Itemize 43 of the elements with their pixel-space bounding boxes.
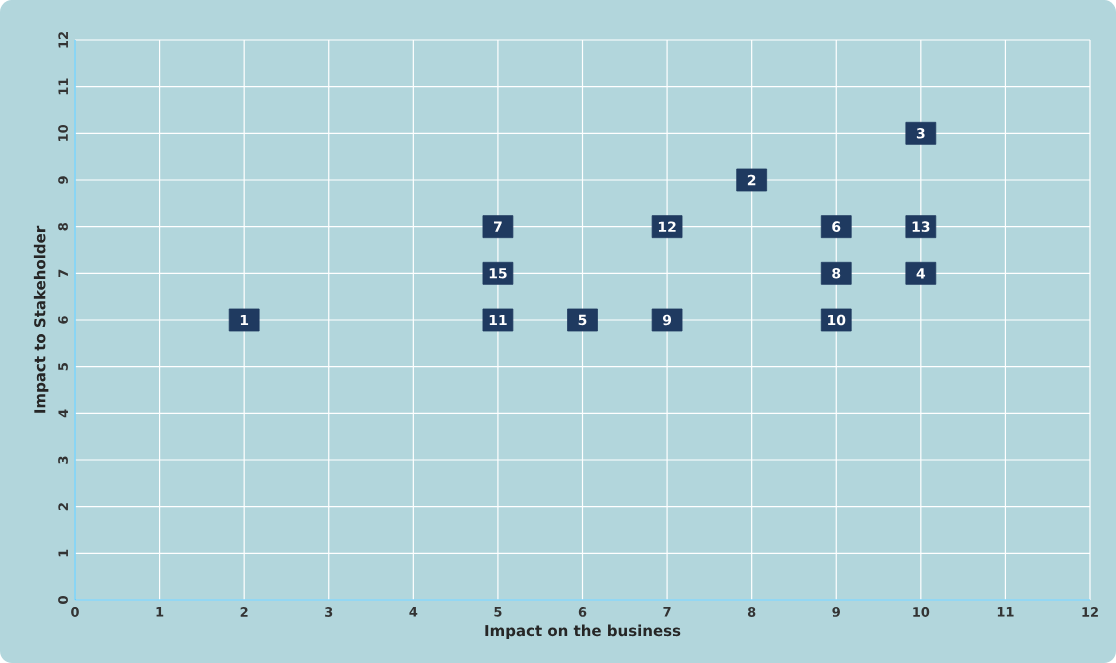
y-tick-label: 2 xyxy=(58,503,68,511)
x-tick-label: 10 xyxy=(913,607,930,617)
y-axis-title: Impact to Stakeholder xyxy=(33,225,49,413)
y-tick-label: 12 xyxy=(58,32,68,48)
y-tick-label: 3 xyxy=(58,456,68,464)
x-tick-label: 12 xyxy=(1082,607,1098,617)
x-tick-label: 0 xyxy=(71,607,79,617)
annotation: 1 xyxy=(240,314,249,326)
x-tick-label: 7 xyxy=(663,607,671,617)
x-tick-label: 2 xyxy=(240,607,248,617)
annotation: 3 xyxy=(916,128,925,139)
annotation: 2 xyxy=(747,174,756,186)
annotation: 10 xyxy=(828,314,846,326)
y-tick-label: 4 xyxy=(58,409,68,418)
annotation: 4 xyxy=(916,268,926,279)
y-tick-label: 6 xyxy=(58,316,68,324)
x-tick-label: 3 xyxy=(325,607,333,617)
y-tick-label: 0 xyxy=(58,596,68,604)
x-tick-label: 1 xyxy=(156,607,164,617)
y-tick-label: 8 xyxy=(58,222,68,231)
y-tick-label: 1 xyxy=(58,549,68,557)
annotation: 15 xyxy=(489,268,507,279)
x-tick-label: 5 xyxy=(494,607,502,617)
point xyxy=(228,308,260,332)
annotation: 9 xyxy=(662,314,672,326)
x-tick-label: 8 xyxy=(747,607,756,617)
annotation: 8 xyxy=(832,268,841,279)
annotation: 12 xyxy=(658,221,676,232)
annotation: 13 xyxy=(912,221,930,232)
x-tick-label: 4 xyxy=(409,607,418,617)
x-tick-label: 11 xyxy=(997,607,1014,617)
annotation: 6 xyxy=(832,221,841,232)
x-tick-label: 6 xyxy=(578,607,587,617)
y-tick-label: 9 xyxy=(58,176,68,184)
x-axis-title: Impact on the business xyxy=(485,624,681,640)
x-tick-label: 9 xyxy=(832,607,840,617)
y-tick-label: 10 xyxy=(58,124,68,141)
annotation: 5 xyxy=(578,314,587,326)
y-tick-label: 5 xyxy=(58,363,68,371)
y-tick-label: 11 xyxy=(58,78,68,95)
annotation: 11 xyxy=(489,314,507,326)
annotation: 7 xyxy=(493,221,502,232)
y-tick-label: 7 xyxy=(58,269,68,277)
